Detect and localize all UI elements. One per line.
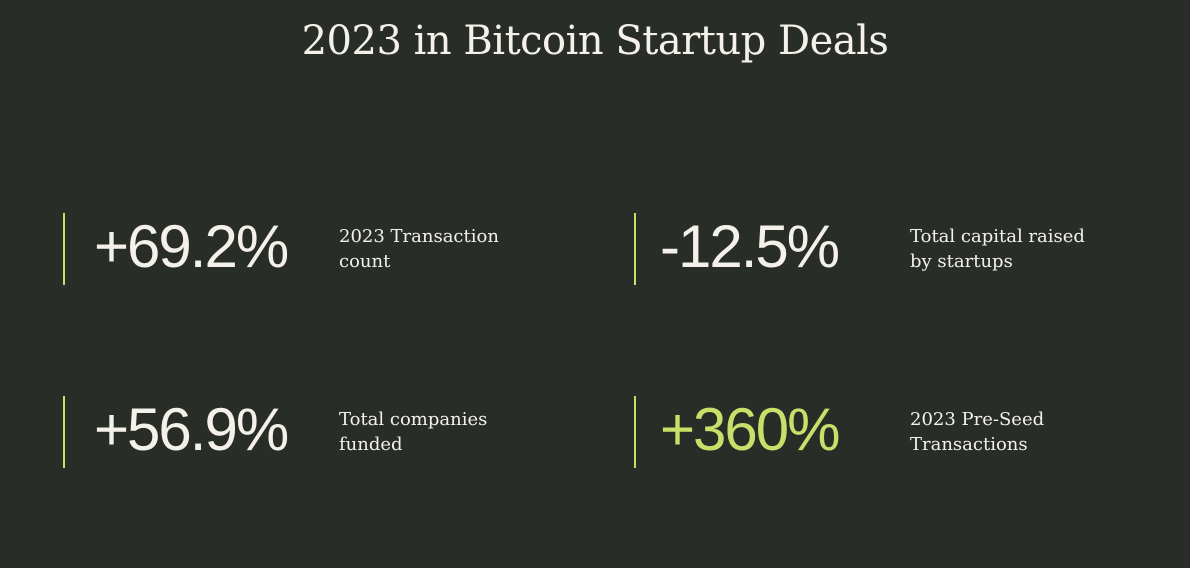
stat-label: 2023 Transaction count <box>339 224 524 274</box>
stat-value: +56.9% <box>94 396 289 463</box>
stat-label-line: Total companies <box>339 409 488 430</box>
stat-label-line: Total capital raised <box>910 226 1085 247</box>
stat-pre-seed-transactions: +360% 2023 Pre-Seed Transactions <box>634 396 1154 468</box>
stat-label-line: by startups <box>910 251 1013 272</box>
stat-accent-bar <box>634 213 636 285</box>
stat-label: Total companies funded <box>339 407 524 457</box>
stat-label-line: count <box>339 251 391 272</box>
stat-value: +69.2% <box>94 213 289 280</box>
stat-capital-raised: -12.5% Total capital raised by startups <box>634 213 1154 285</box>
stat-label-line: 2023 Transaction <box>339 226 499 247</box>
stat-label-line: funded <box>339 434 403 455</box>
stat-accent-bar <box>63 396 65 468</box>
stat-value: -12.5% <box>660 213 840 280</box>
stat-label-line: 2023 Pre-Seed <box>910 409 1045 430</box>
stat-transaction-count: +69.2% 2023 Transaction count <box>63 213 583 285</box>
stat-label: Total capital raised by startups <box>910 224 1095 274</box>
stat-value: +360% <box>660 396 840 463</box>
page-title: 2023 in Bitcoin Startup Deals <box>301 18 889 64</box>
stat-label-line: Transactions <box>910 434 1028 455</box>
stat-companies-funded: +56.9% Total companies funded <box>63 396 583 468</box>
stat-accent-bar <box>634 396 636 468</box>
stat-accent-bar <box>63 213 65 285</box>
stat-label: 2023 Pre-Seed Transactions <box>910 407 1095 457</box>
